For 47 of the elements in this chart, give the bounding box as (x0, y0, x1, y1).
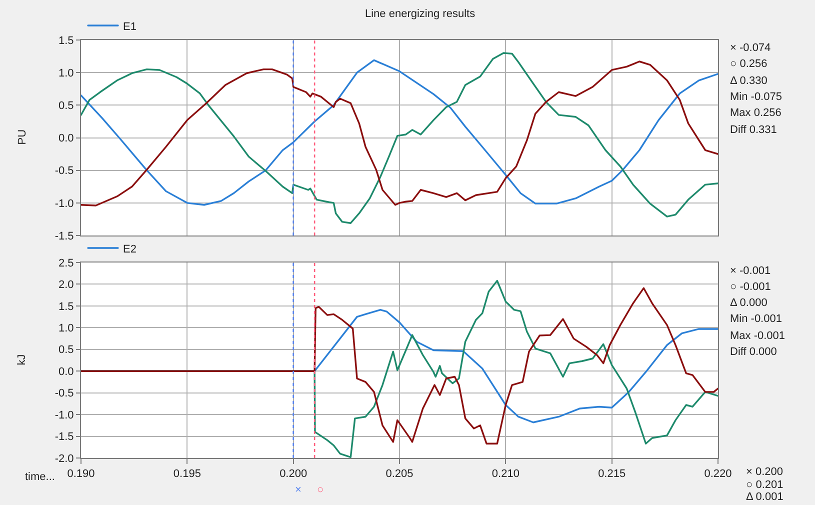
x-tick-label: 0.200 (280, 468, 308, 480)
text: Δ 0.000 (730, 297, 768, 309)
text: Min -0.001 (730, 313, 782, 325)
y-tick-label: 0.5 (58, 100, 74, 112)
y-tick-label: 0.5 (58, 344, 74, 356)
x-tick-label: 0.215 (598, 468, 626, 480)
y-tick-label: -0.5 (54, 388, 74, 400)
y-tick-label: -1.5 (54, 431, 74, 444)
x-tick-label: 0.205 (386, 468, 414, 480)
text: × -0.001 (730, 265, 771, 277)
text: Diff 0.000 (730, 346, 777, 358)
ref-line-label: × (295, 484, 302, 496)
text: ○ -0.001 (730, 281, 771, 293)
y-tick-label: 1.5 (58, 34, 74, 47)
text: Min -0.075 (730, 91, 782, 103)
y-tick-label: 1.5 (58, 300, 74, 313)
y-tick-label: -1.5 (54, 230, 74, 242)
text: Δ 0.001 (746, 491, 784, 503)
y-tick-label: 0.0 (58, 366, 74, 378)
text: × 0.200 (746, 466, 784, 478)
x-tick-label: 0.210 (492, 468, 520, 480)
text: Max 0.256 (730, 107, 782, 119)
y-tick-label: -0.5 (54, 165, 74, 178)
legend-label: E2 (123, 243, 136, 256)
y-tick-label: 1.0 (58, 67, 74, 80)
y-tick-label: -1.0 (54, 409, 74, 422)
text: Δ 0.330 (730, 75, 768, 87)
chart-title: Line energizing results (365, 8, 476, 20)
legend-label: E1 (123, 20, 136, 33)
ref-line-label: ○ (317, 484, 324, 496)
y-tick-label: 1.0 (58, 322, 74, 335)
y-axis-title: kJ (16, 354, 28, 366)
text: ○ 0.201 (746, 479, 784, 491)
y-tick-label: 0.0 (58, 132, 74, 145)
y-tick-label: -1.0 (54, 198, 74, 210)
text: Max -0.001 (730, 330, 786, 342)
x-tick-label: 0.220 (704, 468, 732, 480)
x-tick-label: 0.190 (67, 468, 95, 480)
text: ○ 0.256 (730, 58, 768, 70)
x-tick-label: 0.195 (173, 468, 201, 480)
y-tick-label: 2.5 (58, 257, 74, 270)
y-axis-title: PU (16, 129, 28, 145)
y-tick-label: 2.0 (58, 279, 74, 292)
text: × -0.074 (730, 42, 771, 54)
x-axis-title: time... (25, 471, 55, 483)
y-tick-label: -2.0 (54, 452, 74, 465)
text: Diff 0.331 (730, 124, 777, 136)
